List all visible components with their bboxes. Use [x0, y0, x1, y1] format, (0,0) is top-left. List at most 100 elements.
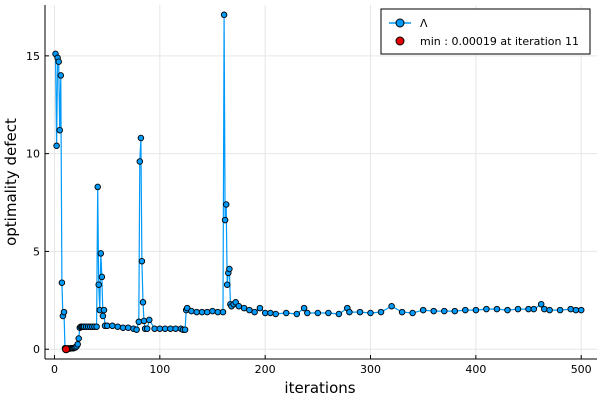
y-tick-label: 0	[33, 343, 40, 356]
data-point	[314, 309, 322, 317]
data-point	[97, 250, 105, 257]
data-point	[181, 326, 189, 333]
data-point	[577, 306, 585, 314]
data-point	[109, 322, 116, 330]
data-point	[133, 326, 140, 333]
data-point	[483, 305, 490, 313]
data-point	[346, 308, 353, 316]
axes	[44, 5, 597, 360]
legend-label-min: min : 0.00019 at iteration 11	[420, 35, 579, 48]
data-point	[100, 306, 108, 314]
data-point	[57, 72, 65, 79]
data-point	[367, 309, 374, 317]
data-point	[441, 307, 448, 315]
x-tick-label: 100	[149, 363, 170, 376]
data-point	[60, 308, 68, 316]
ticks: 0 100 200 300 400 500 0 5 10 15	[26, 50, 592, 376]
data-point	[135, 318, 143, 326]
data-point	[388, 302, 395, 310]
data-point	[156, 325, 164, 332]
data-point	[325, 309, 332, 317]
data-point	[172, 325, 179, 332]
data-point	[293, 310, 301, 318]
data-point	[143, 325, 151, 332]
data-point	[267, 309, 274, 317]
data-point	[220, 11, 228, 19]
x-tick-label: 200	[255, 363, 276, 376]
y-axis-label: optimality defect	[2, 118, 20, 246]
data-point	[137, 134, 145, 142]
data-point	[98, 273, 106, 281]
data-point	[222, 201, 230, 208]
y-tick-label: 5	[33, 245, 40, 258]
data-point	[94, 183, 101, 191]
data-point	[99, 312, 107, 320]
series-line-path	[54, 14, 582, 350]
data-point	[272, 310, 279, 318]
data-point	[161, 325, 169, 332]
data-point	[472, 306, 480, 314]
data-point	[193, 308, 200, 316]
data-point	[504, 306, 511, 314]
data-point	[541, 305, 548, 313]
x-tick-label: 0	[51, 363, 58, 376]
x-tick-label: 500	[571, 363, 592, 376]
y-tick-label: 15	[26, 50, 40, 63]
data-point	[430, 307, 437, 315]
data-point	[530, 305, 538, 313]
data-point	[251, 308, 258, 316]
legend-box	[380, 8, 591, 55]
data-point	[335, 310, 343, 318]
data-point	[514, 305, 522, 313]
data-point	[136, 158, 144, 165]
data-point	[219, 308, 227, 316]
min-data-point	[62, 345, 71, 354]
data-point	[240, 304, 248, 312]
data-point	[537, 300, 545, 308]
data-point	[138, 257, 146, 265]
data-point	[188, 307, 195, 315]
data-point	[256, 304, 264, 312]
data-point	[139, 299, 147, 306]
data-point	[572, 306, 580, 314]
data-point	[75, 335, 82, 342]
data-point	[235, 302, 243, 310]
grid	[45, 5, 597, 359]
y-tick-label: 10	[26, 148, 40, 161]
data-point	[377, 308, 385, 316]
data-point	[53, 142, 60, 150]
x-tick-label: 300	[360, 363, 381, 376]
legend: Λ min : 0.00019 at iteration 11	[380, 8, 591, 55]
min-point	[62, 345, 71, 354]
series-points	[52, 11, 585, 353]
data-point	[56, 126, 63, 134]
data-point	[451, 307, 459, 315]
data-point	[398, 308, 406, 316]
data-point	[300, 304, 308, 312]
x-axis-label: iterations	[284, 379, 355, 397]
data-point	[462, 306, 469, 314]
data-point	[356, 308, 364, 316]
data-point	[525, 305, 532, 313]
series-line	[54, 14, 582, 350]
data-point	[58, 279, 66, 286]
data-point	[282, 309, 290, 317]
data-point	[221, 216, 229, 224]
data-point	[55, 58, 62, 65]
data-point	[493, 305, 501, 313]
legend-min-swatch	[395, 36, 405, 46]
data-point	[74, 341, 81, 348]
data-point	[419, 306, 427, 314]
data-point	[567, 305, 574, 313]
legend-label-series: Λ	[420, 17, 428, 30]
data-point	[546, 306, 553, 314]
data-point	[203, 308, 211, 316]
data-point	[114, 323, 121, 330]
data-point	[146, 316, 153, 324]
data-point	[95, 281, 102, 288]
x-tick-label: 400	[465, 363, 486, 376]
data-point	[409, 309, 416, 317]
data-point	[124, 324, 132, 331]
data-point	[93, 323, 100, 330]
